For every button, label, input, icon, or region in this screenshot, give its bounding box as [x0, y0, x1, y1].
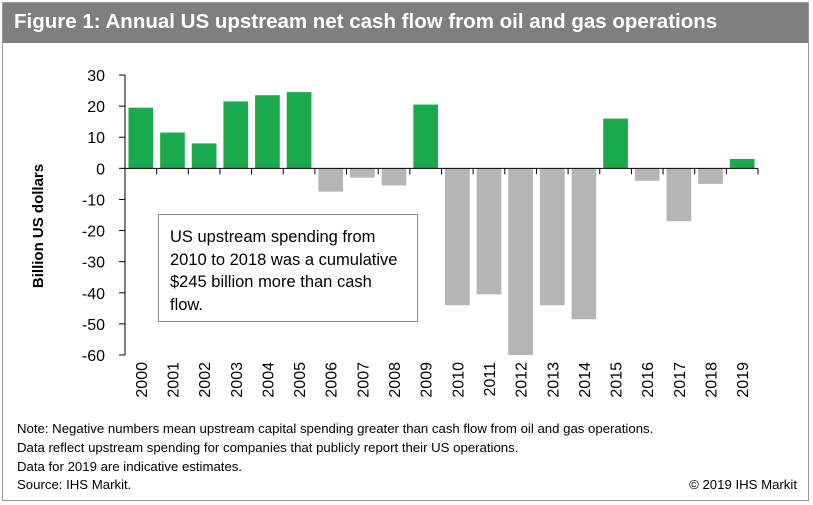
bar-2012 — [508, 168, 533, 355]
x-tick-label-2008: 2008 — [387, 362, 404, 398]
x-tick-label-2012: 2012 — [514, 362, 531, 398]
bar-2005 — [286, 92, 312, 169]
bar-2006 — [318, 168, 344, 192]
note-line-3: Data for 2019 are indicative estimates. — [17, 459, 243, 474]
y-tick-label: -20 — [82, 224, 105, 241]
bar-2017 — [666, 168, 692, 222]
y-axis-label: Billion US dollars — [30, 164, 47, 288]
note-line-1: Note: Negative numbers mean upstream cap… — [17, 421, 654, 436]
source-line: Source: IHS Markit. — [17, 477, 132, 492]
x-tick-label-2014: 2014 — [577, 362, 594, 398]
bar-2016 — [634, 168, 660, 181]
y-tick-label: 0 — [96, 161, 105, 178]
y-tick-label: -60 — [82, 348, 105, 365]
x-tick-label-2004: 2004 — [260, 362, 277, 398]
y-tick-label: -10 — [82, 192, 105, 209]
y-tick-label: -30 — [82, 255, 105, 272]
bar-2007 — [350, 168, 375, 178]
x-tick-label-2001: 2001 — [165, 362, 182, 398]
x-tick-label-2009: 2009 — [419, 362, 436, 398]
x-axis: 2000 2001 2002 2003 2004 2005 2006 2007 2008 2009… — [124, 167, 759, 398]
x-tick-label-2015: 2015 — [609, 362, 626, 398]
bar-2018 — [698, 168, 723, 184]
x-tick-label-2018: 2018 — [704, 362, 721, 398]
x-tick-label-2013: 2013 — [545, 362, 562, 398]
x-tick-label-2017: 2017 — [672, 362, 689, 398]
bar-2001 — [160, 132, 185, 169]
x-tick-label-2000: 2000 — [134, 362, 151, 398]
bar-2015 — [603, 118, 628, 169]
note-line-2: Data reflect upstream spending for compa… — [17, 440, 519, 455]
y-axis: 30 20 10 0 -10 -20 -30 -40 -50 -60 — [82, 68, 126, 365]
x-tick-label-2007: 2007 — [355, 362, 372, 398]
y-tick-label: 30 — [87, 68, 105, 85]
x-tick-label-2003: 2003 — [229, 362, 246, 398]
y-tick-label: -50 — [82, 317, 105, 334]
x-tick-label-2019: 2019 — [735, 362, 752, 398]
bar-2009 — [413, 104, 439, 169]
x-tick-label-2011: 2011 — [482, 362, 499, 397]
x-tick-label-2006: 2006 — [324, 362, 341, 398]
x-tick-label-2016: 2016 — [640, 362, 657, 398]
y-tick-label: -40 — [82, 286, 105, 303]
bar-2010 — [444, 168, 470, 306]
annotation-box: US upstream spending from 2010 to 2018 w… — [158, 214, 418, 322]
y-tick-label: 10 — [87, 130, 105, 147]
y-axis-label-group: Billion US dollars — [30, 164, 47, 288]
copyright: © 2019 IHS Markit — [689, 477, 797, 492]
bar-2014 — [571, 168, 597, 320]
bar-2003 — [223, 101, 249, 169]
title-bar: Figure 1: Annual US upstream net cash fl… — [3, 3, 808, 43]
bar-2000 — [128, 107, 154, 169]
bars — [128, 92, 755, 355]
y-tick-label: 20 — [87, 99, 105, 116]
x-tick-label-2005: 2005 — [292, 362, 309, 398]
chart-title: Figure 1: Annual US upstream net cash fl… — [14, 10, 718, 33]
bar-2008 — [381, 168, 407, 186]
bar-2002 — [191, 143, 217, 169]
x-tick-label-2010: 2010 — [450, 362, 467, 398]
bar-2011 — [476, 168, 502, 295]
bar-2019 — [729, 159, 755, 169]
bar-2004 — [255, 95, 280, 169]
bar-2013 — [539, 168, 565, 306]
x-tick-label-2002: 2002 — [197, 362, 214, 398]
